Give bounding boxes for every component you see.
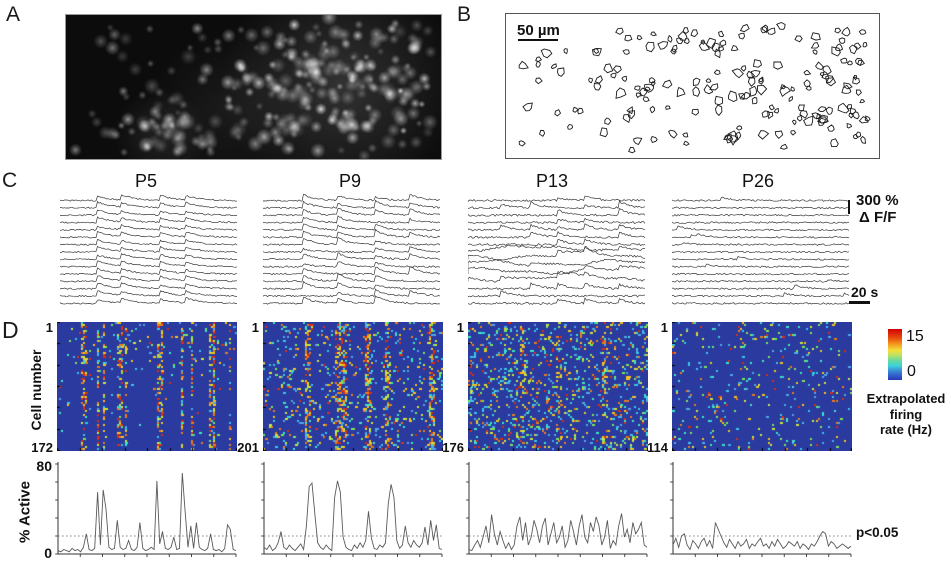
significance-label: p<0.05 xyxy=(856,525,899,540)
time-scale-bar xyxy=(849,301,870,304)
traces-plot-p5 xyxy=(60,194,238,305)
heatmap-first-cell-label-p5: 1 xyxy=(45,320,53,335)
amplitude-scale-tick xyxy=(848,200,850,214)
time-scale-label: 20 s xyxy=(851,284,879,300)
heatmap-first-cell-label-p9: 1 xyxy=(251,320,259,335)
raster-heatmap-p9 xyxy=(263,322,443,451)
panel-c-label: C xyxy=(2,169,18,192)
panel-a-fluorescence-image xyxy=(65,14,442,160)
colorbar-max-label: 15 xyxy=(906,328,924,345)
traces-plot-p26 xyxy=(672,196,850,305)
active-plot-p13 xyxy=(466,462,648,557)
active-plot-p5 xyxy=(55,462,237,557)
colorbar-title-line1: Extrapolated xyxy=(866,391,946,406)
panel-b-roi-map xyxy=(505,13,880,159)
raster-heatmap-p26 xyxy=(672,322,852,451)
traces-plot-p9 xyxy=(263,194,441,305)
heatmap-last-cell-label-p9: 201 xyxy=(237,440,259,455)
colorbar-title-line2: firing xyxy=(889,406,923,422)
raster-heatmap-p5 xyxy=(57,322,237,451)
trace-column-title-p9: P9 xyxy=(338,171,362,191)
trace-column-title-p5: P5 xyxy=(134,171,158,191)
panel-d-label: D xyxy=(2,317,19,343)
heatmap-first-cell-label-p26: 1 xyxy=(660,320,668,335)
active-plot-p9 xyxy=(261,462,443,557)
scale-bar-label: 50 µm xyxy=(517,22,560,39)
active-axis-label: % Active xyxy=(16,481,34,543)
panel-b-label: B xyxy=(457,3,472,26)
active-ymin-label: 0 xyxy=(44,545,52,561)
colorbar-title-line3: rate (Hz) xyxy=(879,422,932,437)
panel-a-label: A xyxy=(6,3,21,26)
colorbar-min-label: 0 xyxy=(907,363,916,380)
cell-number-axis-label: Cell number xyxy=(28,349,44,431)
trace-column-title-p13: P13 xyxy=(535,171,569,191)
firing-rate-colorbar xyxy=(888,329,902,380)
raster-heatmap-p13 xyxy=(468,322,648,451)
trace-column-title-p26: P26 xyxy=(741,171,775,191)
colorbar-title: Extrapolated firing rate (Hz) xyxy=(858,391,951,438)
traces-plot-p13 xyxy=(468,195,646,305)
active-ymax-label: 80 xyxy=(36,458,52,474)
active-plot-p26 xyxy=(670,462,852,557)
amplitude-scale-unit: Δ F/F xyxy=(859,209,897,226)
amplitude-scale-value: 300 % xyxy=(856,192,899,209)
heatmap-last-cell-label-p26: 114 xyxy=(647,440,668,455)
heatmap-last-cell-label-p13: 176 xyxy=(442,440,464,455)
scale-bar-line xyxy=(518,39,558,41)
heatmap-last-cell-label-p5: 172 xyxy=(31,440,53,455)
heatmap-first-cell-label-p13: 1 xyxy=(456,320,464,335)
